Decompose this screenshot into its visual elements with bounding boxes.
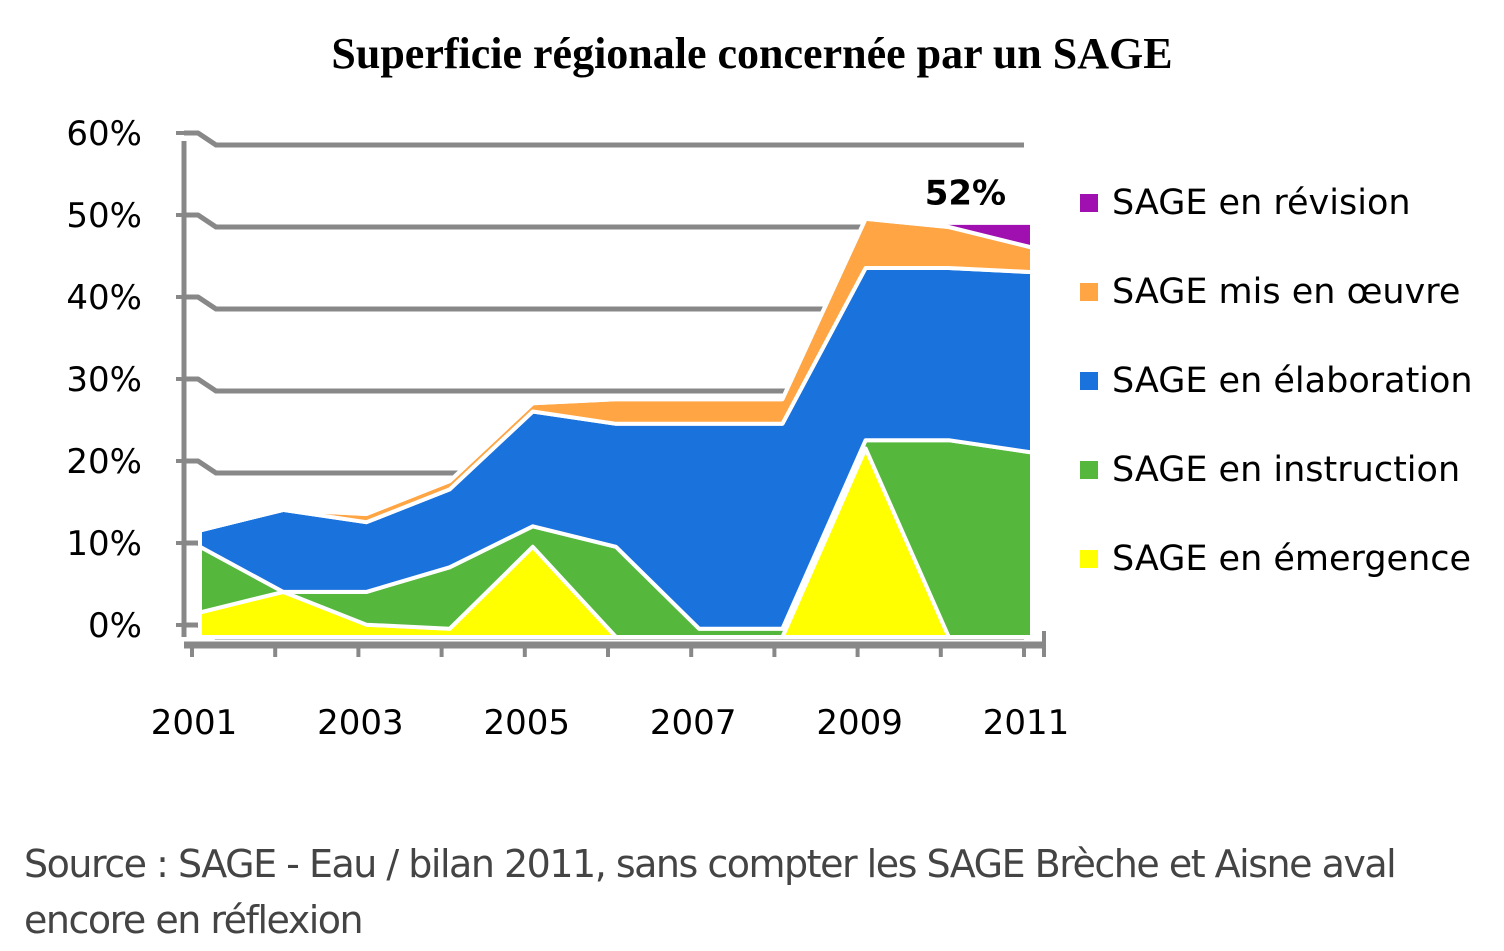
chart-title: Superficie régionale concernée par un SA… [331, 29, 1173, 78]
annotations: 52% [925, 174, 1006, 214]
legend-swatch [1080, 460, 1098, 479]
axis-labels: 0% 10% 20% 30% 40% 50% 60% 2001 2003 2005 2007 2009… [66, 114, 1069, 743]
legend-item: SAGE en instruction [1080, 425, 1473, 514]
gridline [184, 376, 1024, 394]
x-tick-label: 2011 [983, 703, 1070, 743]
y-tick-label: 20% [66, 442, 142, 482]
y-tick-label: 60% [66, 114, 142, 154]
gridline [184, 212, 1024, 230]
stacked-area-chart: 0% 10% 20% 30% 40% 50% 60% 2001 2003 2005 2007 2009… [66, 114, 1069, 743]
legend-item: SAGE mis en œuvre [1080, 247, 1473, 336]
x-tick-label: 2003 [317, 703, 404, 743]
source-note: Source : SAGE - Eau / bilan 2011, sans c… [24, 842, 1397, 942]
x-tick-label: 2005 [484, 703, 571, 743]
legend-item: SAGE en émergence [1080, 514, 1473, 603]
legend-item: SAGE en élaboration [1080, 336, 1473, 425]
y-tick-label: 50% [66, 196, 142, 236]
y-tick-label: 40% [66, 278, 142, 318]
x-tick-label: 2001 [151, 703, 238, 743]
legend-label: SAGE mis en œuvre [1112, 271, 1461, 312]
y-tick-label: 10% [66, 524, 142, 564]
gridline [184, 294, 1024, 312]
legend-swatch [1080, 282, 1098, 301]
total-annotation: 52% [925, 174, 1006, 214]
legend-label: SAGE en élaboration [1112, 360, 1473, 401]
x-tick-label: 2009 [816, 703, 903, 743]
legend-label: SAGE en instruction [1112, 449, 1461, 490]
chart-legend: SAGE en révision SAGE mis en œuvre SAGE en… [1080, 158, 1473, 603]
legend-item: SAGE en révision [1080, 158, 1473, 247]
plot-areas [198, 216, 1034, 639]
legend-label: SAGE en révision [1112, 182, 1411, 223]
legend-label: SAGE en émergence [1112, 538, 1472, 579]
y-tick-label: 0% [88, 606, 142, 646]
legend-swatch [1080, 549, 1098, 568]
axes [176, 131, 1046, 657]
x-tick-label: 2007 [650, 703, 737, 743]
area-series [198, 216, 1034, 533]
y-tick-label: 30% [66, 360, 142, 400]
gridline [184, 130, 1024, 148]
legend-swatch [1080, 193, 1098, 212]
legend-swatch [1080, 371, 1098, 390]
